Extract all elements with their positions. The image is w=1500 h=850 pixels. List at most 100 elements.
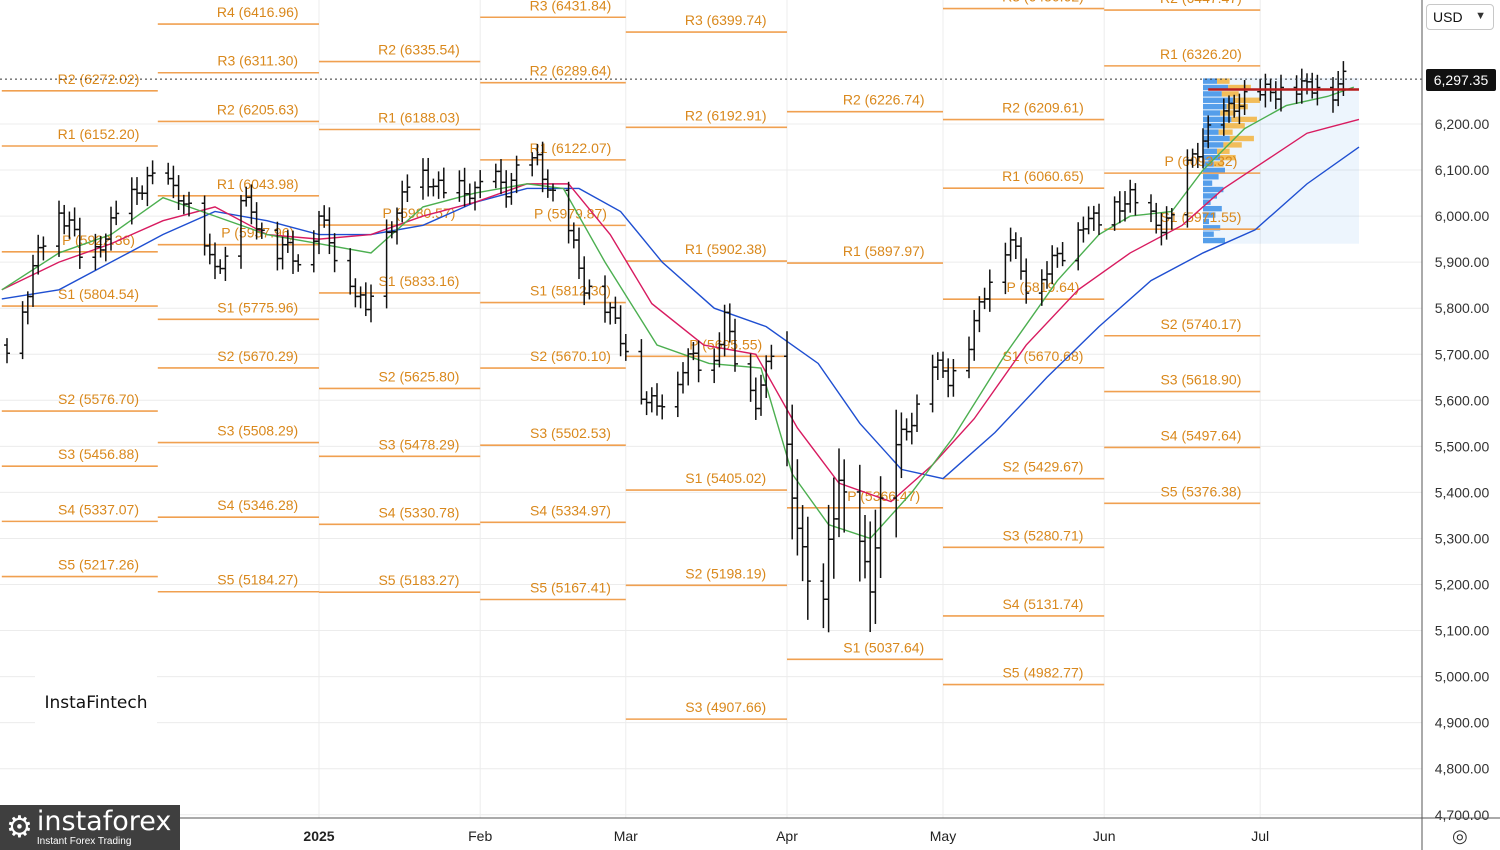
instaforex-logo: ⚙ instaforex Instant Forex Trading [0,805,180,850]
volume-profile-bar-alt [1220,110,1236,116]
x-axis: 2025 Feb Mar Apr May Jun Jul [0,817,1500,844]
volume-profile-bar-alt [1233,97,1260,103]
volume-profile-bar [1203,167,1225,174]
moving-averages [1,86,1360,540]
pivot-level-label: S2 (5740.17) [1160,316,1241,332]
pivot-level-label: P (5819.64) [1006,279,1079,295]
pivot-level-label: R2 (6335.54) [378,42,460,58]
pivot-level-label: S2 (5670.29) [217,348,298,364]
pivot-level-label: S1 (5812.30) [530,283,611,299]
volume-profile-bar [1203,78,1217,84]
pivot-level-label: R2 (6226.74) [843,92,925,108]
pivot-level-label: S3 (4907.66) [685,699,766,715]
y-tick-label: 5,500.00 [1435,438,1490,454]
pivot-level-label: S4 (5337.07) [58,501,139,517]
x-month-label: May [930,828,956,844]
pivot-level-label: S2 (5625.80) [378,368,459,384]
pivot-level-label: S2 (5576.70) [58,391,139,407]
y-axis: 4,700.00 4,800.00 4,900.00 5,000.00 5,100.00… [1421,0,1490,850]
pivot-level-label: R2 (6192.91) [685,107,767,123]
x-month-label: 2025 [303,828,334,844]
x-month-label: Mar [614,828,638,844]
y-tick-label: 5,700.00 [1435,346,1490,362]
volume-profile-bar [1203,174,1219,180]
pivot-level-label: R2 (6289.64) [530,63,612,79]
last-price-tag: 6,297.35 [1426,69,1496,91]
volume-profile-bar-alt [1225,123,1245,129]
x-month-label: Apr [776,828,798,844]
currency-selector[interactable]: USD ▼ [1426,4,1494,30]
volume-profile-bar [1203,225,1221,231]
pivot-level-label: R1 (5897.97) [843,243,925,259]
pivot-level-label: P (6093.32) [1164,153,1237,169]
y-tick-label: 5,900.00 [1435,254,1490,270]
pivot-level-label: S4 (5131.74) [1002,596,1083,612]
y-tick-label: 5,100.00 [1435,623,1490,639]
volume-profile-bar [1203,205,1222,212]
volume-profile-bar [1203,237,1225,244]
pivot-level-label: R1 (6043.98) [217,176,299,192]
y-tick-label: 5,800.00 [1435,300,1490,316]
volume-profile-bar-alt [1220,154,1236,161]
volume-profile-bar-alt [1228,84,1251,91]
volume-profile-bar [1203,231,1214,237]
pivot-level-label: R2 (6447.47) [1160,0,1242,6]
volume-profile-bar [1203,103,1227,110]
pivot-level-label: S4 (5346.28) [217,497,298,513]
pivot-level-label: R2 (6272.02) [58,71,140,87]
x-month-label: Feb [468,828,492,844]
volume-profile-bar [1203,154,1221,161]
y-tick-label: 5,400.00 [1435,484,1490,500]
y-tick-label: 6,200.00 [1435,116,1490,132]
price-bars [4,61,1347,633]
pivot-level-label: R4 (6416.96) [217,4,299,20]
pivot-level-label: S1 (5670.68) [1002,348,1083,364]
settings-icon[interactable]: ◎ [1452,826,1468,846]
volume-profile-bar [1203,123,1225,129]
pivot-level-label: R3 (6399.74) [685,12,767,28]
pivot-level-label: S1 (5833.16) [378,273,459,289]
pivot-level-label: R1 (6152.20) [58,126,140,142]
y-tick-label: 5,200.00 [1435,577,1490,593]
volume-profile-bar [1203,180,1213,186]
volume-profile-bar [1203,218,1209,225]
volume-profile-bar [1203,135,1230,142]
pivot-level-label: S3 (5508.29) [217,423,298,439]
pivot-level-label: P (5922.36) [62,232,135,248]
volume-profile-bar [1203,116,1232,123]
pivot-level-label: S2 (5198.19) [685,565,766,581]
volume-profile-bar-alt [1217,78,1230,84]
last-price-label: 6,297.35 [1433,72,1489,88]
volume-profile-bar [1203,142,1224,148]
volume-profile-bar-alt [1217,148,1230,154]
volume-profile-bar [1203,212,1216,218]
pivot-level-label: R3 (6450.62) [1002,0,1084,5]
volume-profile-bar-alt [1231,116,1257,123]
pivot-level-label: S3 (5478.29) [378,436,459,452]
pivot-level-label: S5 (5184.27) [217,572,298,588]
pivot-level-label: R3 (6431.84) [530,0,612,13]
volume-profile-bar-alt [1226,103,1248,110]
pivot-level-label: S5 (5167.41) [530,580,611,596]
x-month-label: Jul [1251,828,1269,844]
y-tick-label: 4,900.00 [1435,715,1490,731]
pivot-level-label: R1 (6326.20) [1160,46,1242,62]
y-tick-label: 4,700.00 [1435,807,1490,823]
y-tick-label: 5,000.00 [1435,669,1490,685]
volume-profile-bar [1203,193,1217,199]
pivot-level-label: R1 (5902.38) [685,241,767,257]
volume-profile-bar [1203,110,1221,116]
pivot-level-label: S1 (5971.55) [1160,209,1241,225]
pivot-level-label: P (5980.57) [382,205,455,221]
pivot-level-label: P (5695.55) [689,336,762,352]
y-tick-label: 4,800.00 [1435,761,1490,777]
pivot-level-label: S5 (5183.27) [378,572,459,588]
y-tick-label: 5,600.00 [1435,392,1490,408]
pivot-level-label: S5 (5217.26) [58,557,139,573]
volume-profile-bar [1203,97,1233,103]
volume-profile-bar [1203,129,1219,135]
pivot-level-label: S1 (5405.02) [685,470,766,486]
pivot-level-label: S3 (5502.53) [530,425,611,441]
ema-mid-line [1,118,1360,503]
